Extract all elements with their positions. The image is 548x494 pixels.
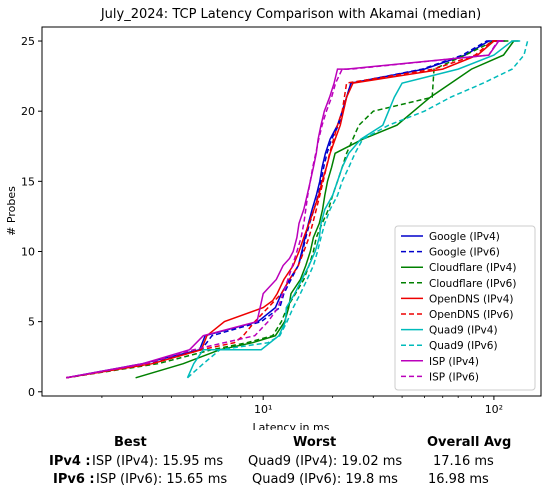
latency-chart: July_2024: TCP Latency Comparison with A…	[5, 7, 542, 430]
x-tick-label-0: 10¹	[254, 403, 272, 416]
legend-label-0: Google (IPv4)	[429, 231, 500, 243]
summary-row-ipv4-label: IPv4 :	[49, 454, 91, 469]
plot-frame	[41, 26, 542, 397]
summary-header-worst: Worst	[293, 435, 337, 450]
x-axis-label: Latency in ms	[253, 421, 330, 430]
y-tick-label-0: 0	[28, 386, 35, 399]
summary-row-ipv6-label: IPv6 :	[53, 472, 95, 487]
legend-label-7: Quad9 (IPv6)	[429, 340, 498, 352]
y-tick-label-2: 10	[21, 245, 35, 258]
axes: 0 5 10 15 20 25 10¹ 10²	[21, 35, 503, 416]
legend-label-9: ISP (IPv6)	[429, 371, 479, 383]
legend-label-5: OpenDNS (IPv6)	[429, 309, 514, 321]
summary-row-ipv6-avg: 16.98 ms	[428, 472, 489, 487]
series-line-0	[66, 40, 506, 379]
series-line-5	[66, 40, 502, 379]
chart-title: July_2024: TCP Latency Comparison with A…	[100, 7, 481, 22]
y-tick-label-5: 25	[21, 35, 35, 48]
summary-header-best: Best	[114, 435, 147, 450]
legend-box	[394, 225, 536, 391]
legend-label-3: Cloudflare (IPv6)	[429, 278, 516, 290]
series-line-9	[66, 40, 502, 379]
y-tick-label-4: 20	[21, 105, 35, 118]
series-line-2	[135, 40, 519, 379]
y-tick-label-1: 5	[28, 316, 35, 329]
summary-row-ipv4-avg: 17.16 ms	[433, 454, 494, 469]
series-line-6	[186, 40, 521, 379]
legend-label-4: OpenDNS (IPv4)	[429, 293, 514, 305]
legend-label-1: Google (IPv6)	[429, 247, 500, 259]
summary-header-avg: Overall Avg	[427, 435, 512, 450]
summary-row-ipv6-worst: Quad9 (IPv6): 19.8 ms	[252, 472, 398, 487]
series-line-4	[66, 40, 504, 379]
legend-label-2: Cloudflare (IPv4)	[429, 262, 516, 274]
summary-row-ipv4-worst: Quad9 (IPv4): 19.02 ms	[248, 454, 403, 469]
legend: Google (IPv4) Google (IPv6) Cloudflare (IP…	[394, 225, 536, 391]
series-line-7	[187, 40, 529, 379]
series-line-1	[66, 40, 504, 379]
y-tick-label-3: 15	[21, 175, 35, 188]
plot-area	[66, 40, 529, 379]
summary-table: Best Worst Overall Avg IPv4 : ISP (IPv4)…	[0, 430, 548, 494]
legend-label-8: ISP (IPv4)	[429, 356, 479, 368]
summary-row-ipv4-best: ISP (IPv4): 15.95 ms	[92, 454, 224, 469]
legend-label-6: Quad9 (IPv4)	[429, 325, 498, 337]
y-axis-label: # Probes	[5, 186, 18, 236]
summary-row-ipv6-best: ISP (IPv6): 15.65 ms	[96, 472, 228, 487]
x-tick-label-1: 10²	[485, 403, 503, 416]
